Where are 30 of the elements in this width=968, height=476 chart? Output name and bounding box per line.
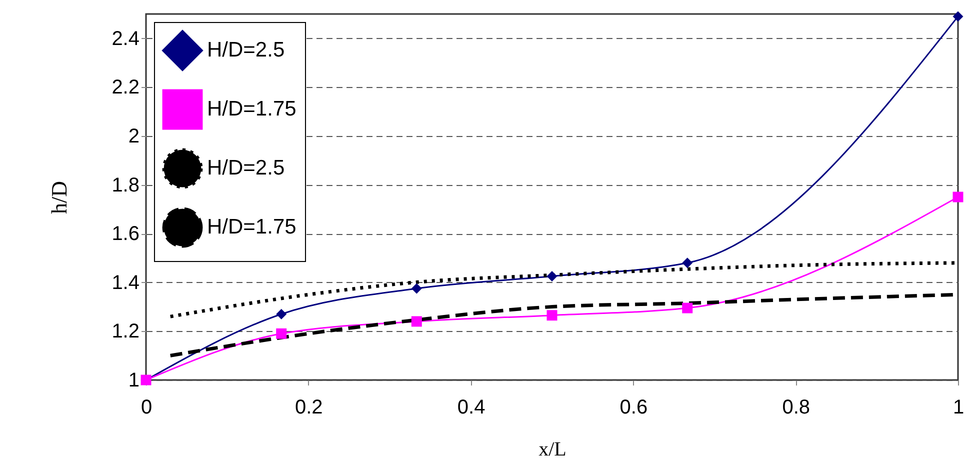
y-tick-label: 1.8 [112, 174, 140, 196]
x-tick-label: 0.8 [782, 396, 810, 418]
x-tick-label: 0 [140, 396, 152, 418]
x-axis-title: x/L [538, 438, 566, 460]
y-tick-label: 2.4 [112, 28, 140, 50]
point [546, 310, 558, 321]
x-tick-label: 1 [952, 396, 964, 418]
point [546, 271, 558, 282]
point [952, 11, 964, 22]
legend-label: H/D=1.75 [207, 216, 296, 238]
y-tick-label: 1.2 [112, 320, 140, 343]
x-tick-label: 0.4 [457, 396, 486, 418]
point [682, 258, 693, 268]
y-tick-label: 1 [128, 370, 140, 392]
point [952, 192, 964, 202]
y-axis-title: h/D [46, 181, 72, 214]
y-tick-label: 1.4 [112, 272, 140, 294]
point [411, 283, 422, 294]
legend-label: H/D=1.75 [207, 98, 296, 120]
legend-label: H/D=2.5 [207, 38, 285, 62]
point [276, 328, 287, 339]
x-tick-label: 0.2 [294, 396, 323, 418]
x-tick-label: 0.6 [620, 396, 648, 418]
point [411, 316, 422, 327]
legend-label: H/D=2.5 [207, 156, 285, 180]
point [276, 308, 287, 320]
point [682, 302, 693, 314]
y-tick-label: 1.6 [112, 223, 140, 246]
y-tick-label: 2 [128, 126, 140, 148]
y-tick-label: 2.2 [112, 76, 140, 99]
